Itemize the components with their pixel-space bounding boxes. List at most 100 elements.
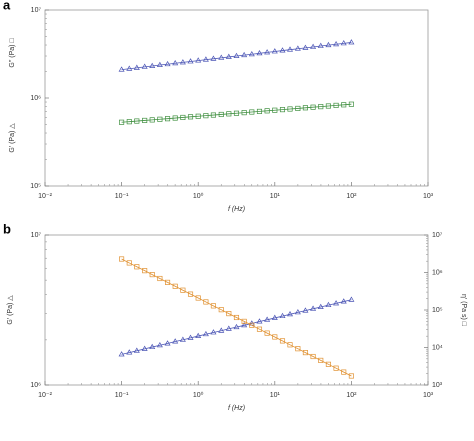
marker-square — [302, 350, 308, 356]
marker-triangle — [287, 46, 294, 52]
marker-square — [348, 373, 354, 379]
marker-square — [341, 102, 347, 108]
marker-triangle — [126, 349, 133, 355]
marker-triangle — [164, 60, 171, 67]
marker-triangle — [325, 301, 332, 308]
marker-triangle — [187, 58, 194, 64]
y2-tick-label: 10³ — [432, 382, 443, 389]
series-line — [121, 299, 352, 355]
x-tick-label: 10⁻² — [38, 193, 52, 200]
marker-square — [218, 111, 224, 118]
marker-square — [172, 115, 178, 121]
x-axis-label: f (Hz) — [228, 206, 245, 213]
marker-triangle — [202, 56, 209, 62]
marker-triangle — [187, 334, 194, 340]
marker-square — [295, 105, 301, 111]
series-line — [121, 258, 352, 377]
marker-triangle — [225, 325, 232, 331]
marker-square — [134, 264, 140, 270]
marker-triangle — [210, 329, 217, 335]
x-tick-label: 10² — [346, 193, 357, 200]
x-tick-label: 10⁰ — [193, 192, 204, 200]
marker-square — [165, 279, 171, 285]
marker-triangle — [156, 341, 163, 348]
marker-square — [348, 101, 354, 107]
series-line — [121, 103, 352, 123]
marker-triangle — [302, 307, 309, 313]
marker-triangle — [164, 340, 171, 346]
y-tick-label: 10⁵ — [30, 183, 41, 190]
marker-triangle — [218, 327, 225, 333]
marker-triangle — [333, 300, 340, 306]
marker-triangle — [325, 41, 332, 48]
y2-tick-label: 10⁵ — [432, 307, 443, 314]
marker-square — [203, 299, 209, 305]
marker-triangle — [340, 40, 347, 46]
x-tick-label: 10³ — [423, 193, 434, 200]
marker-square — [142, 117, 148, 123]
marker-triangle — [233, 323, 240, 330]
y2-tick-label: 10⁶ — [432, 269, 443, 276]
marker-triangle — [287, 311, 294, 317]
y-axis-label: G′ (Pa) △ — [9, 123, 16, 153]
x-tick-label: 10⁻² — [38, 392, 52, 399]
marker-triangle — [241, 51, 248, 58]
marker-square — [226, 111, 232, 117]
marker-triangle — [118, 66, 125, 72]
marker-square — [264, 108, 270, 114]
marker-triangle — [294, 309, 301, 315]
marker-square — [187, 114, 194, 120]
marker-square — [126, 119, 132, 125]
marker-square — [180, 114, 186, 121]
marker-triangle — [333, 40, 340, 47]
marker-triangle — [225, 53, 232, 59]
y-axis-label: G′ (Pa) △ — [7, 295, 14, 325]
x-tick-label: 10⁻¹ — [115, 193, 129, 200]
marker-triangle — [279, 47, 286, 53]
marker-square — [233, 314, 240, 321]
marker-triangle — [149, 343, 156, 350]
marker-square — [272, 334, 278, 340]
marker-square — [149, 272, 155, 278]
marker-square — [333, 102, 339, 108]
x-axis-label: f (Hz) — [228, 405, 245, 412]
panel-label: a — [3, 0, 11, 12]
marker-square — [134, 118, 140, 124]
marker-square — [333, 365, 339, 371]
marker-triangle — [133, 64, 140, 70]
marker-triangle — [179, 336, 186, 342]
marker-square — [126, 260, 132, 266]
marker-triangle — [279, 312, 286, 319]
marker-triangle — [195, 332, 202, 338]
marker-square — [210, 112, 216, 118]
marker-triangle — [141, 63, 148, 69]
marker-square — [203, 113, 209, 119]
marker-triangle — [202, 330, 209, 337]
marker-square — [157, 275, 163, 282]
panel-label: b — [3, 221, 11, 236]
marker-square — [233, 110, 240, 116]
x-tick-label: 10³ — [423, 392, 434, 399]
marker-square — [218, 307, 224, 313]
x-tick-label: 10¹ — [270, 392, 281, 399]
marker-square — [256, 326, 263, 332]
x-tick-label: 10¹ — [270, 193, 281, 200]
marker-triangle — [241, 322, 248, 328]
marker-square — [187, 291, 194, 297]
marker-triangle — [340, 298, 347, 304]
marker-square — [165, 116, 171, 122]
marker-square — [195, 295, 201, 301]
marker-square — [264, 330, 270, 336]
marker-triangle — [210, 55, 217, 61]
marker-triangle — [172, 338, 179, 344]
marker-triangle — [348, 296, 355, 302]
marker-triangle — [179, 59, 186, 65]
marker-square — [172, 283, 178, 289]
marker-triangle — [233, 52, 240, 58]
marker-square — [256, 108, 263, 114]
marker-triangle — [256, 318, 263, 324]
y2-tick-label: 10⁴ — [432, 344, 443, 351]
marker-triangle — [310, 305, 317, 311]
marker-square — [295, 346, 301, 352]
plot-frame — [44, 234, 429, 386]
